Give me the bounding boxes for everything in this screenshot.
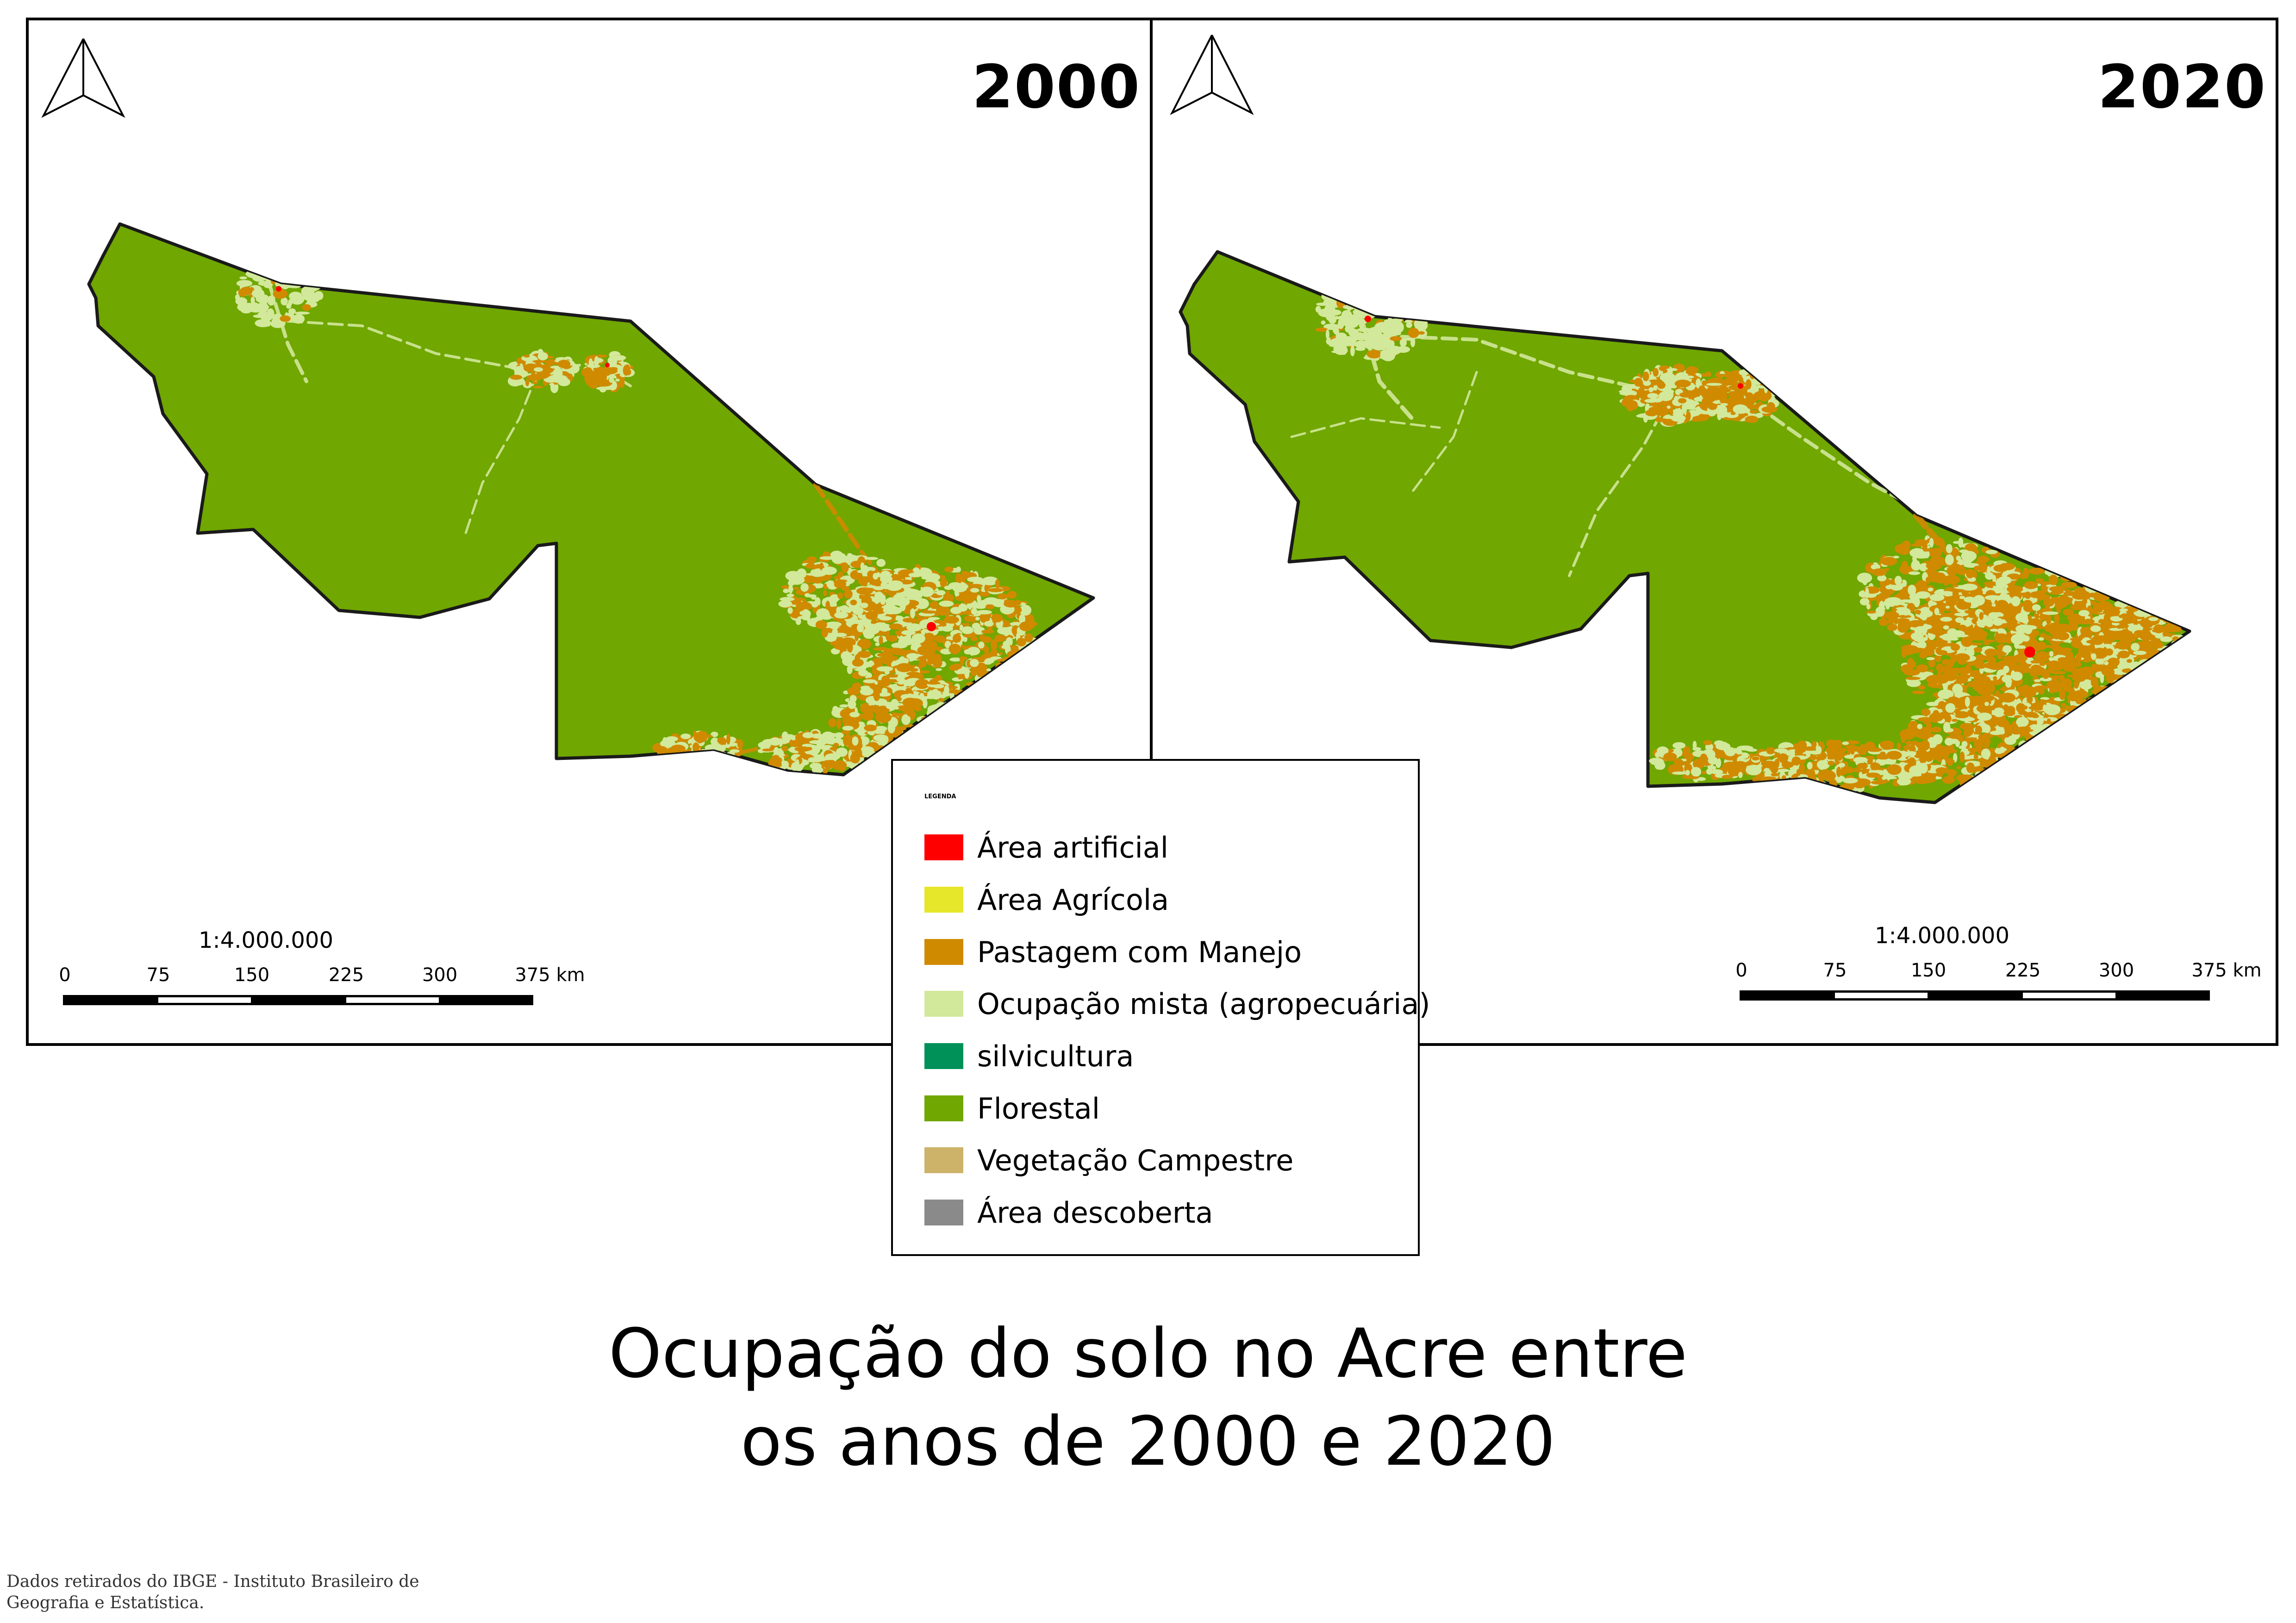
legend: LEGENDA Área artificial Área Agrícola Pa… [891,759,1430,1256]
legend-swatch [924,1043,963,1069]
scale-tick-label: 225 [2005,960,2041,981]
legend-label: Área Agrícola [977,883,1169,917]
legend-item-area-artificial: Área artificial [924,831,1168,864]
legend-item-area-agricola: Área Agrícola [924,883,1169,917]
scale-tick-label: 75 [1823,960,1847,981]
scale-tick-label: 75 [146,964,170,986]
scale-bar-2000 [63,995,533,1005]
legend-swatch [924,1147,963,1173]
map-canvas-2000 [41,38,1095,1005]
legend-label: Ocupação mista (agropecuária) [977,987,1430,1021]
legend-swatch [924,1200,963,1225]
legend-title: LEGENDA [924,793,956,800]
legend-label: silvicultura [977,1039,1134,1073]
scale-tick-label: 225 [328,964,364,986]
map-canvas-2020 [1170,35,2210,1001]
source-note-line-1: Dados retirados do IBGE - Instituto Bras… [6,1572,419,1591]
legend-swatch [924,939,963,965]
source-note-line-2: Geografia e Estatística. [6,1593,205,1612]
legend-swatch [924,991,963,1017]
legend-item-florestal: Florestal [924,1091,1100,1126]
legend-item-vegetacao-campestre: Vegetação Campestre [924,1143,1294,1177]
scale-ratio-label: 1:4.000.000 [1875,923,2009,949]
scale-tick-label: 375 km [2191,960,2262,981]
map-panel-2000: 2000 1:4.000.000 0 75 150 225 300 375 km [26,18,1153,1046]
scale-tick-label: 0 [1735,960,1747,981]
scale-tick-label: 300 [422,964,458,986]
page-title-line-2: os anos de 2000 e 2020 [740,1402,1556,1481]
scale-bar-2020 [1740,990,2210,1001]
page-title-line-1: Ocupação do solo no Acre entre [608,1314,1688,1393]
legend-item-silvicultura: silvicultura [924,1039,1134,1073]
map-year-label: 2000 [972,53,1141,122]
legend-swatch [924,887,963,913]
scale-tick-label: 375 km [515,964,585,986]
legend-label: Área descoberta [977,1195,1213,1230]
legend-label: Área artificial [977,830,1168,864]
acre-state-map-2000 [87,222,1095,777]
scale-ratio-label: 1:4.000.000 [199,927,333,953]
legend-item-pastagem: Pastagem com Manejo [924,935,1302,969]
legend-item-ocupacao-mista: Ocupação mista (agropecuária) [924,987,1430,1021]
legend-label: Florestal [977,1091,1100,1126]
map-panel-2020: 2020 1:4.000.000 0 75 150 225 300 375 km [1150,18,2278,1046]
legend-swatch [924,1095,963,1121]
source-note: Dados retirados do IBGE - Instituto Bras… [6,1571,423,1614]
scale-tick-label: 150 [234,964,270,986]
north-arrow-icon [41,38,125,118]
map-year-label: 2020 [2097,53,2266,122]
scale-tick-label: 0 [59,964,71,986]
page-title: Ocupação do solo no Acre entre os anos d… [0,1310,2296,1486]
scale-tick-label: 300 [2098,960,2134,981]
legend-item-area-descoberta: Área descoberta [924,1195,1213,1230]
acre-state-map-2020 [1179,250,2191,804]
legend-swatch [924,834,963,860]
legend-label: Vegetação Campestre [977,1143,1294,1177]
north-arrow-icon [1170,35,1254,115]
scale-tick-label: 150 [1910,960,1947,981]
legend-label: Pastagem com Manejo [977,935,1302,969]
